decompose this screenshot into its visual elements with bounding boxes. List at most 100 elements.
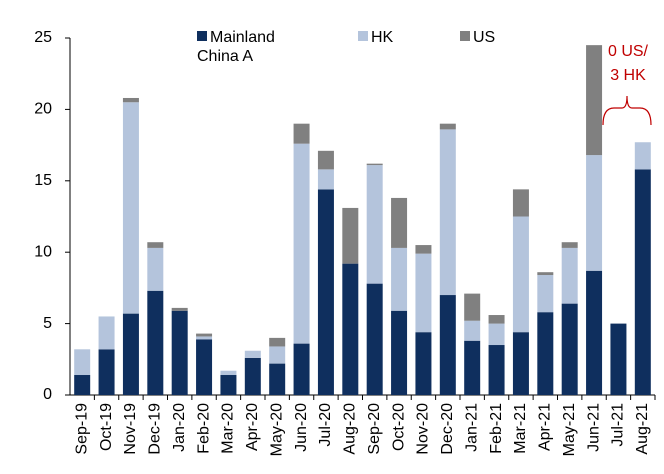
bar-segment [122, 102, 139, 314]
x-tick-label: Jun-20 [293, 403, 310, 452]
bar-segment [561, 247, 578, 304]
bar-segment [342, 207, 359, 264]
bar-segment [391, 197, 408, 248]
bar-segment [147, 290, 164, 395]
annotation: 3 HK [610, 67, 646, 84]
bar-segment [317, 150, 334, 170]
bar-segment [415, 245, 432, 254]
bar-segment [366, 163, 383, 166]
bar-segment [366, 283, 383, 395]
bar-segment [98, 316, 115, 350]
x-tick-label: Jan-20 [171, 403, 188, 452]
bar-segment [317, 189, 334, 395]
y-tick-label: 15 [34, 172, 52, 189]
bar-segment [196, 339, 213, 395]
legend-swatch [460, 31, 470, 41]
bar-segment [220, 370, 237, 376]
bar-segment [439, 129, 456, 296]
y-tick-label: 5 [43, 315, 52, 332]
bar-segment [561, 242, 578, 248]
bar-segment [512, 332, 529, 395]
x-tick-label: Feb-21 [488, 403, 505, 454]
x-tick-label: Nov-20 [415, 403, 432, 455]
bar-segment [244, 357, 261, 395]
bar-segment [586, 155, 603, 271]
bar-segment [147, 247, 164, 291]
bar-segment [391, 310, 408, 395]
bar-segment [196, 333, 213, 337]
bar-segment [439, 295, 456, 395]
x-tick-label: Mar-20 [220, 403, 237, 454]
bar-segment [147, 242, 164, 248]
annotation: 0 US/ [608, 43, 649, 60]
x-tick-label: Apr-20 [244, 403, 261, 451]
bar-segment [293, 143, 310, 344]
y-tick-label: 20 [34, 101, 52, 118]
x-tick-label: Nov-19 [122, 403, 139, 455]
x-tick-label: Dec-20 [439, 403, 456, 455]
bar-segment [244, 350, 261, 358]
x-tick-label: Dec-19 [147, 403, 164, 455]
y-tick-label: 10 [34, 243, 52, 260]
bar-segment [488, 315, 505, 324]
x-tick-label: Oct-19 [98, 403, 115, 451]
bar-segment [537, 312, 554, 395]
legend-label: HK [371, 29, 394, 46]
x-tick-label: Oct-20 [390, 403, 407, 451]
x-tick-label: Apr-21 [537, 403, 554, 451]
bar-segment [317, 169, 334, 190]
x-tick-label: Jul-21 [610, 403, 627, 447]
bar-segment [196, 336, 213, 340]
x-tick-label: Aug-20 [342, 403, 359, 455]
bar-segment [122, 313, 139, 395]
bar-segment [74, 375, 91, 395]
x-tick-label: Sep-20 [366, 403, 383, 455]
bar-segment [610, 323, 627, 395]
x-tick-label: Jul-20 [317, 403, 334, 447]
bar-segment [512, 216, 529, 333]
bar-segment [342, 263, 359, 395]
legend-swatch [358, 31, 368, 41]
bar-segment [415, 253, 432, 333]
bar-segment [488, 323, 505, 346]
legend-label: Mainland China A [197, 29, 275, 65]
bar-segment [293, 343, 310, 395]
x-tick-label: Feb-20 [195, 403, 212, 454]
legend-item: HK [358, 28, 418, 47]
bar-segment [537, 272, 554, 276]
x-tick-label: Jan-21 [463, 403, 480, 452]
bar-segment [391, 247, 408, 311]
bar-segment [269, 346, 286, 364]
x-tick-label: Mar-21 [512, 403, 529, 454]
bar-segment [366, 165, 383, 284]
bar-segment [561, 303, 578, 395]
bar-segment [537, 275, 554, 313]
legend-item: US [460, 28, 520, 47]
legend-item: Mainland China A [197, 28, 289, 66]
y-tick-label: 25 [34, 29, 52, 46]
bar-segment [464, 340, 481, 395]
bar-segment [269, 363, 286, 395]
bar-segment [488, 345, 505, 395]
bar-segment [634, 142, 651, 170]
bar-segment [464, 320, 481, 341]
bar-segment [269, 337, 286, 347]
bar-segment [439, 123, 456, 130]
x-tick-label: Aug-21 [634, 403, 651, 455]
x-tick-label: May-20 [268, 403, 285, 456]
bar-segment [122, 97, 139, 103]
bar-segment [74, 349, 91, 376]
brace [602, 95, 652, 126]
bar-segment [586, 270, 603, 395]
bar-segment [171, 307, 188, 311]
bar-segment [415, 332, 432, 395]
bar-segment [220, 375, 237, 395]
bar-segment [512, 189, 529, 217]
x-tick-label: Sep-19 [73, 403, 90, 455]
bar-segment [634, 169, 651, 395]
x-tick-label: May-21 [561, 403, 578, 456]
bar-segment [171, 310, 188, 395]
legend-swatch [197, 31, 207, 41]
